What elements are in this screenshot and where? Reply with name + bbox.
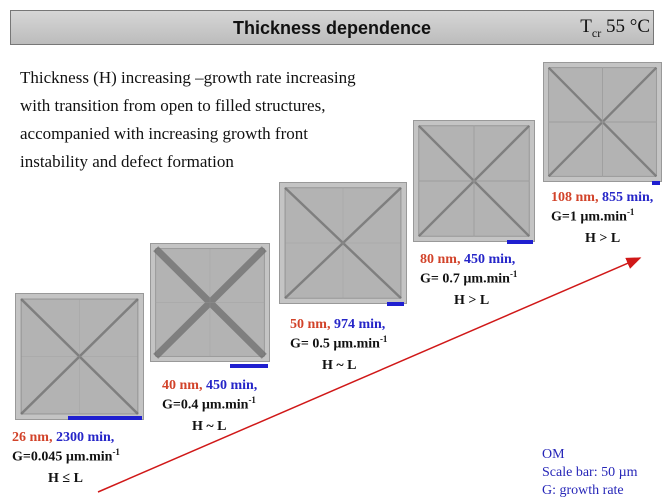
relation: H ≤ L (48, 471, 83, 487)
growth-text: G=0.4 µm.min (162, 398, 248, 413)
time: 855 min, (602, 190, 653, 205)
micrograph (15, 293, 144, 420)
thickness: 26 nm, (12, 430, 52, 445)
growth-text: G=1 µm.min (551, 210, 627, 225)
scale-bar (387, 302, 404, 306)
growth-exponent: -1 (112, 447, 120, 457)
description-line: instability and defect formation (20, 152, 234, 172)
legend-line: Scale bar: 50 µm (542, 465, 638, 481)
thickness: 108 nm, (551, 190, 598, 205)
time: 450 min, (206, 378, 257, 393)
growth-rate: G= 0.7 µm.min-1 (420, 269, 517, 288)
sample-label: 80 nm, 450 min, (420, 252, 515, 268)
growth-rate: G=1 µm.min-1 (551, 207, 634, 226)
scale-bar (230, 364, 268, 368)
micrograph (413, 120, 535, 242)
sample-label: 40 nm, 450 min, (162, 378, 257, 394)
growth-rate: G=0.4 µm.min-1 (162, 395, 256, 414)
micrograph (279, 182, 407, 304)
micrograph-pattern (280, 183, 406, 303)
growth-text: G=0.045 µm.min (12, 450, 112, 465)
micrograph-pattern (414, 121, 534, 241)
micrograph (150, 243, 270, 362)
legend-line: OM (542, 447, 565, 463)
sample-label: 26 nm, 2300 min, (12, 430, 114, 446)
micrograph-pattern (544, 63, 661, 181)
growth-rate: G= 0.5 µm.min-1 (290, 334, 387, 353)
growth-rate: G=0.045 µm.min-1 (12, 447, 120, 466)
growth-exponent: -1 (627, 207, 635, 217)
slide: Thickness dependence Tcr 55 °C Thickness… (0, 0, 664, 502)
relation: H > L (454, 293, 489, 309)
sample-label: 108 nm, 855 min, (551, 190, 653, 206)
scale-bar (652, 181, 660, 185)
relation: H ~ L (192, 419, 227, 435)
micrograph (543, 62, 662, 182)
time: 450 min, (464, 252, 515, 267)
time: 974 min, (334, 317, 385, 332)
thickness: 40 nm, (162, 378, 202, 393)
scale-bar (507, 240, 533, 244)
growth-exponent: -1 (380, 334, 388, 344)
description-line: with transition from open to filled stru… (20, 96, 325, 116)
growth-exponent: -1 (248, 395, 256, 405)
relation: H ~ L (322, 358, 357, 374)
growth-text: G= 0.7 µm.min (420, 272, 510, 287)
sample-label: 50 nm, 974 min, (290, 317, 385, 333)
micrograph-pattern (151, 244, 269, 361)
thickness: 50 nm, (290, 317, 330, 332)
description-line: Thickness (H) increasing –growth rate in… (20, 68, 356, 88)
description-line: accompanied with increasing growth front (20, 124, 308, 144)
relation: H > L (585, 231, 620, 247)
micrograph-pattern (16, 294, 143, 419)
legend-line: G: growth rate (542, 483, 624, 499)
time: 2300 min, (56, 430, 114, 445)
growth-text: G= 0.5 µm.min (290, 337, 380, 352)
scale-bar (68, 416, 142, 420)
growth-exponent: -1 (510, 269, 518, 279)
thickness: 80 nm, (420, 252, 460, 267)
